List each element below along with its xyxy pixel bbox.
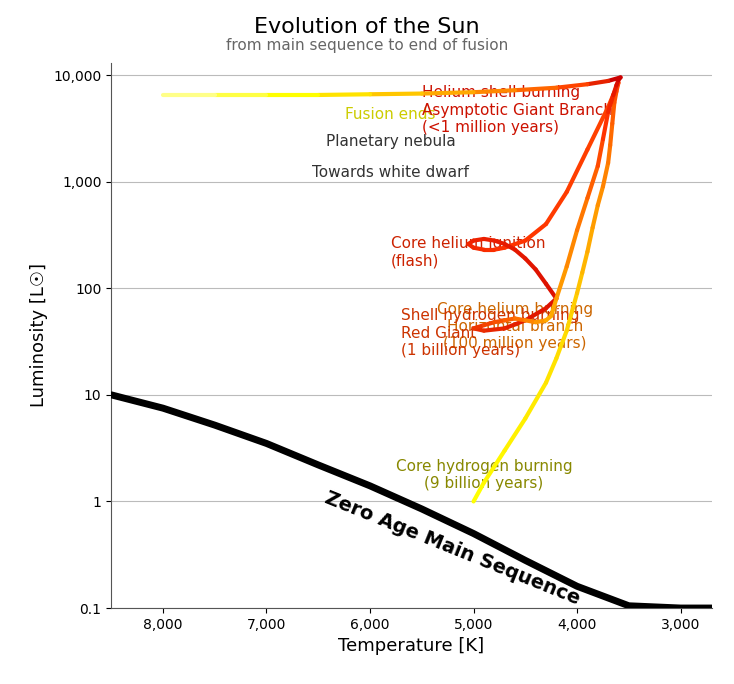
Text: Core helium burning
Horizontal branch
(100 million years): Core helium burning Horizontal branch (1… — [437, 302, 593, 352]
Text: Planetary nebula: Planetary nebula — [326, 134, 456, 149]
Text: Core helium ignition
(flash): Core helium ignition (flash) — [390, 236, 545, 268]
Text: Zero Age Main Sequence: Zero Age Main Sequence — [322, 488, 584, 609]
Y-axis label: Luminosity [L☉]: Luminosity [L☉] — [29, 263, 48, 408]
Text: from main sequence to end of fusion: from main sequence to end of fusion — [226, 38, 508, 53]
Text: Fusion ends: Fusion ends — [346, 107, 436, 122]
Text: Helium shell burning
Asymptotic Giant Branch
(<1 million years): Helium shell burning Asymptotic Giant Br… — [422, 86, 613, 135]
Text: Evolution of the Sun: Evolution of the Sun — [254, 17, 480, 37]
X-axis label: Temperature [K]: Temperature [K] — [338, 637, 484, 655]
Text: Core hydrogen burning
(9 billion years): Core hydrogen burning (9 billion years) — [396, 459, 573, 491]
Text: Shell hydrogen burning
Red Giant
(1 billion years): Shell hydrogen burning Red Giant (1 bill… — [401, 308, 580, 358]
Text: Towards white dwarf: Towards white dwarf — [312, 165, 469, 180]
